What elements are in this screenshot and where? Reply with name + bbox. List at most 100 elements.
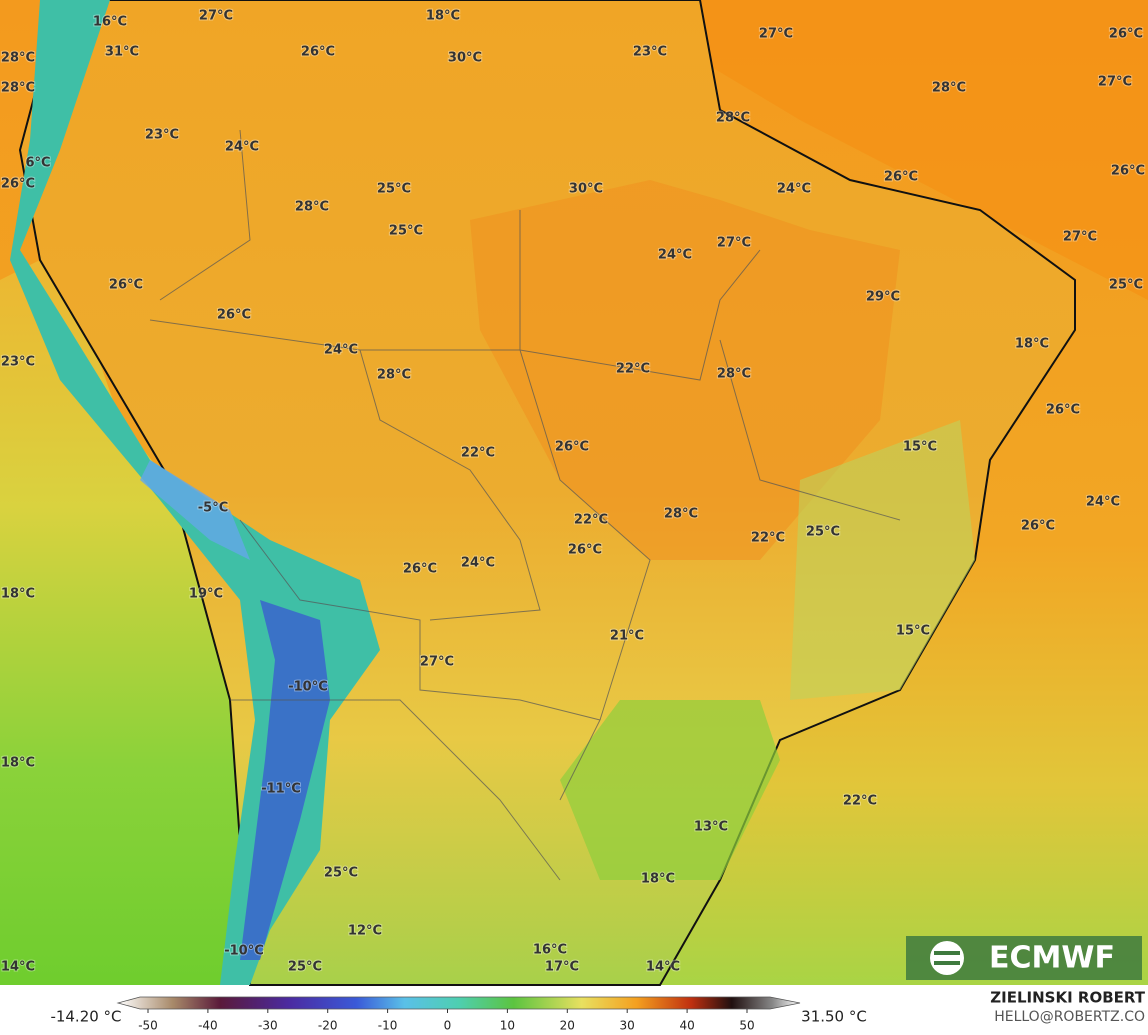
temperature-label: 24°C (1086, 495, 1120, 510)
legend-min: -14.20 °C (50, 1008, 121, 1026)
temperature-label: 24°C (777, 182, 811, 197)
temperature-label: 24°C (658, 248, 692, 263)
temperature-label: 22°C (616, 362, 650, 377)
colorbar-tick-label: -50 (138, 1019, 158, 1033)
temperature-label: 26°C (403, 562, 437, 577)
borders (149, 129, 901, 881)
colorbar-tick-label: -30 (258, 1019, 278, 1033)
temperature-label: 25°C (324, 866, 358, 881)
temperature-label: 28°C (1, 51, 35, 66)
temperature-label: 28°C (664, 507, 698, 522)
legend-max: 31.50 °C (801, 1008, 867, 1026)
temperature-label: 26°C (1109, 27, 1143, 42)
temperature-label: 14°C (1, 960, 35, 975)
temperature-label: 17°C (545, 960, 579, 975)
temperature-label: 27°C (717, 236, 751, 251)
temperature-label: 29°C (866, 290, 900, 305)
author: ZIELINSKI ROBERT (990, 989, 1145, 1007)
temperature-label: -10°C (288, 680, 328, 695)
temperature-label: 26°C (217, 308, 251, 323)
temperature-label: 26°C (568, 543, 602, 558)
colorbar-tick-label: 20 (560, 1019, 575, 1033)
temperature-label: 31°C (105, 45, 139, 60)
temperature-label: 12°C (348, 924, 382, 939)
temperature-label: 28°C (1, 81, 35, 96)
colorbar-tick-label: -40 (198, 1019, 218, 1033)
temperature-label: 22°C (574, 513, 608, 528)
temperature-label: 14°C (646, 960, 680, 975)
temperature-label: 27°C (1063, 230, 1097, 245)
colorbar-tick-label: 50 (739, 1019, 754, 1033)
temperature-label: 6°C (25, 156, 50, 171)
temperature-label: 23°C (633, 45, 667, 60)
temperature-label: 30°C (569, 182, 603, 197)
temperature-label: 26°C (1046, 403, 1080, 418)
temperature-label: 18°C (1, 587, 35, 602)
temperature-label: 28°C (717, 367, 751, 382)
temperature-label: 25°C (389, 224, 423, 239)
south-green (560, 700, 780, 880)
temperature-label: 16°C (533, 943, 567, 958)
map (0, 0, 1148, 986)
colorbar-tick-label: 0 (444, 1019, 452, 1033)
colorbar-tick-label: 40 (679, 1019, 694, 1033)
temperature-label: 16°C (93, 15, 127, 30)
temperature-label: 28°C (716, 111, 750, 126)
temperature-label: 22°C (843, 794, 877, 809)
andes-cold (140, 460, 250, 560)
temperature-label: 15°C (896, 624, 930, 639)
temperature-label: 15°C (903, 440, 937, 455)
temperature-label: 26°C (1021, 519, 1055, 534)
warm-ocean (0, 0, 1148, 300)
temperature-label: 26°C (109, 278, 143, 293)
temperature-label: 27°C (199, 9, 233, 24)
hot-area (470, 180, 900, 560)
temperature-label: 26°C (301, 45, 335, 60)
temperature-label: -10°C (224, 944, 264, 959)
temperature-label: 24°C (461, 556, 495, 571)
temperature-label: 23°C (1, 355, 35, 370)
contact: HELLO@ROBERTZ.CO (994, 1009, 1145, 1025)
temperature-label: 18°C (426, 9, 460, 24)
logo-text: ECMWF (989, 941, 1115, 976)
colorbar-tick-label: -10 (378, 1019, 398, 1033)
temperature-label: 19°C (189, 587, 223, 602)
temperature-label: 21°C (610, 629, 644, 644)
andes-cold (240, 600, 330, 960)
colorbar (116, 996, 801, 1010)
temperature-label: 18°C (1, 756, 35, 771)
temperature-label: 25°C (1109, 278, 1143, 293)
temperature-label: 26°C (555, 440, 589, 455)
pacific (0, 250, 250, 985)
temperature-label: -11°C (261, 782, 301, 797)
temperature-label: 26°C (1111, 164, 1145, 179)
cool-highlands (790, 420, 975, 700)
temperature-label: 13°C (694, 820, 728, 835)
temperature-label: 27°C (1098, 75, 1132, 90)
temperature-label: 23°C (145, 128, 179, 143)
temperature-label: 22°C (751, 531, 785, 546)
temperature-label: 25°C (806, 525, 840, 540)
temperature-label: 28°C (932, 81, 966, 96)
temperature-label: 27°C (420, 655, 454, 670)
temperature-label: 28°C (377, 368, 411, 383)
temperature-label: 25°C (288, 960, 322, 975)
temperature-label: -5°C (198, 501, 228, 516)
temperature-label: 28°C (295, 200, 329, 215)
temperature-label: 27°C (759, 27, 793, 42)
temperature-label: 26°C (1, 177, 35, 192)
temperature-label: 24°C (225, 140, 259, 155)
logo-icon-lines (934, 951, 960, 965)
temperature-label: 25°C (377, 182, 411, 197)
temperature-label: 18°C (1015, 337, 1049, 352)
colorbar-tick-label: -20 (318, 1019, 338, 1033)
colorbar-tick-label: 10 (500, 1019, 515, 1033)
temperature-label: 22°C (461, 446, 495, 461)
colorbar-tick-label: 30 (620, 1019, 635, 1033)
temperature-label: 24°C (324, 343, 358, 358)
temperature-label: 18°C (641, 872, 675, 887)
logo-icon (930, 941, 964, 975)
temperature-label: 30°C (448, 51, 482, 66)
temperature-label: 26°C (884, 170, 918, 185)
